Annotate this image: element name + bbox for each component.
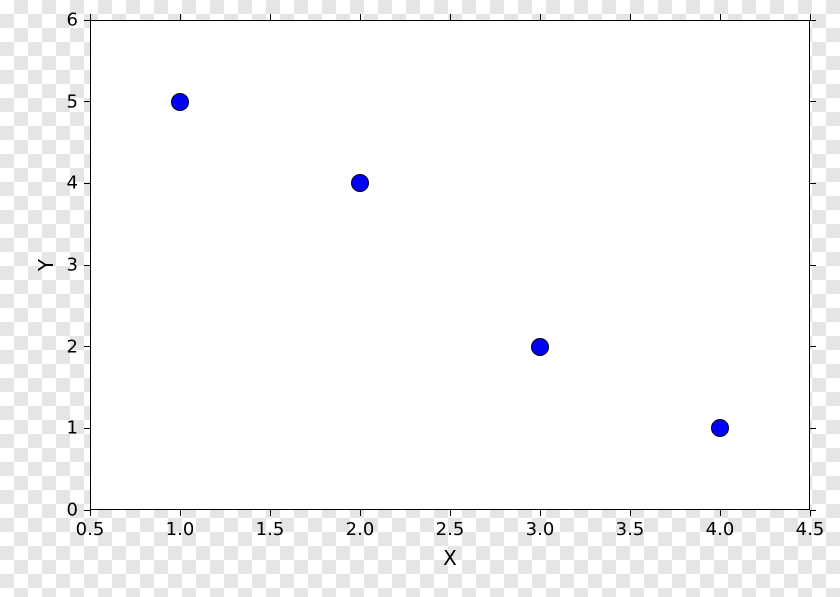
- x-tick: [360, 14, 361, 20]
- x-tick: [630, 510, 631, 516]
- y-tick-label: 1: [67, 418, 78, 439]
- x-tick-label: 2.5: [436, 519, 465, 540]
- y-tick-label: 6: [67, 10, 78, 31]
- x-tick: [270, 14, 271, 20]
- y-tick: [810, 428, 816, 429]
- x-tick-label: 0.5: [76, 519, 105, 540]
- x-tick: [540, 14, 541, 20]
- y-tick: [810, 183, 816, 184]
- y-tick: [810, 510, 816, 511]
- y-tick: [84, 510, 90, 511]
- x-tick: [180, 510, 181, 516]
- y-tick: [810, 20, 816, 21]
- x-tick: [360, 510, 361, 516]
- y-tick-label: 5: [67, 91, 78, 112]
- y-tick: [810, 265, 816, 266]
- x-tick: [540, 510, 541, 516]
- y-tick-label: 3: [67, 255, 78, 276]
- data-point: [171, 93, 189, 111]
- y-tick: [84, 20, 90, 21]
- x-tick-label: 1.5: [256, 519, 285, 540]
- x-tick-label: 3.5: [616, 519, 645, 540]
- x-tick: [450, 510, 451, 516]
- y-tick: [84, 346, 90, 347]
- x-tick: [720, 14, 721, 20]
- x-tick: [180, 14, 181, 20]
- y-tick: [810, 101, 816, 102]
- data-point: [531, 338, 549, 356]
- x-tick-label: 3.0: [526, 519, 555, 540]
- x-axis-label: X: [443, 546, 457, 570]
- x-tick: [450, 14, 451, 20]
- chart-canvas: X Y 0.5 1.0 1.5 2.0 2.5 3.0 3.5 4.0 4.5 0 1 2 3 4 5 6: [0, 0, 840, 597]
- y-tick: [84, 265, 90, 266]
- y-tick-label: 0: [67, 500, 78, 521]
- y-axis-label: Y: [34, 259, 58, 271]
- x-tick: [810, 510, 811, 516]
- x-tick-label: 4.5: [796, 519, 825, 540]
- y-tick-label: 2: [67, 336, 78, 357]
- x-tick-label: 1.0: [166, 519, 195, 540]
- y-tick-label: 4: [67, 173, 78, 194]
- x-tick: [90, 510, 91, 516]
- plot-area: [90, 20, 810, 510]
- y-tick: [84, 428, 90, 429]
- y-tick: [84, 183, 90, 184]
- y-tick: [810, 346, 816, 347]
- x-tick: [630, 14, 631, 20]
- x-tick-label: 4.0: [706, 519, 735, 540]
- x-tick: [270, 510, 271, 516]
- y-tick: [84, 101, 90, 102]
- x-tick-label: 2.0: [346, 519, 375, 540]
- x-tick: [720, 510, 721, 516]
